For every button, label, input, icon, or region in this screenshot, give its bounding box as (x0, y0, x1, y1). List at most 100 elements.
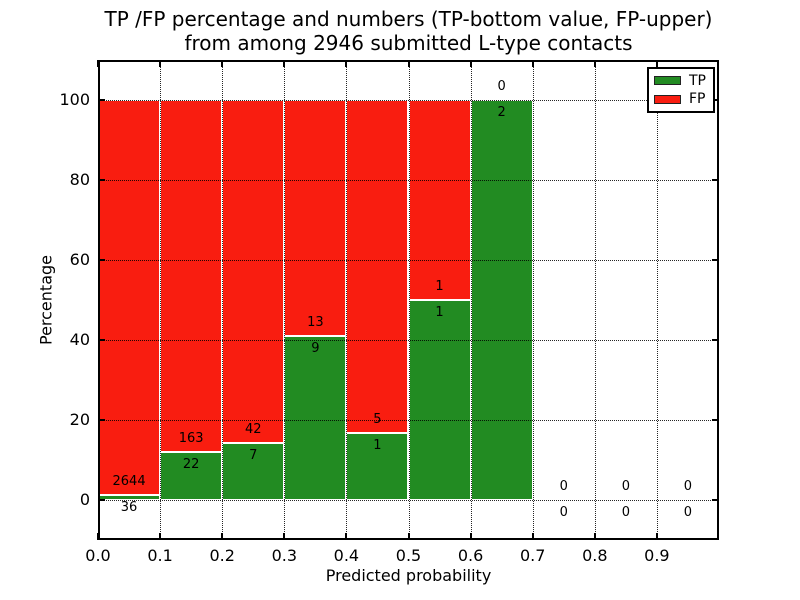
tp-count-label: 2 (497, 105, 506, 120)
fp-count-label: 0 (683, 479, 693, 494)
chart-title: TP /FP percentage and numbers (TP-bottom… (98, 7, 719, 55)
x-tick-bottom (593, 533, 596, 540)
bar-segment-fp (98, 100, 161, 495)
fp-count-label: 163 (178, 431, 204, 447)
x-tick-bottom (159, 533, 162, 540)
fp-count-label: 2644 (112, 473, 146, 489)
x-tick-bottom (655, 533, 658, 540)
y-tick-label: 80 (69, 170, 90, 189)
x-gridline (594, 60, 596, 540)
x-tick-bottom (469, 533, 472, 540)
y-tick-right (712, 499, 719, 501)
x-tick-label: 0.9 (644, 546, 670, 565)
x-tick-label: 0.1 (147, 546, 173, 565)
bar-segment-tp (284, 336, 347, 500)
x-gridline (656, 60, 658, 540)
bar-segment-fp (284, 100, 347, 337)
y-tick-label: 60 (69, 250, 90, 269)
y-tick-label: 40 (69, 330, 90, 349)
y-tick-right (712, 419, 719, 421)
x-tick-top (97, 60, 99, 67)
legend-label: FP (689, 91, 706, 108)
x-tick-top (593, 60, 596, 67)
bar-segment-fp (408, 100, 471, 300)
fp-count-label: 13 (307, 315, 324, 331)
x-gridline (470, 60, 472, 540)
legend-row: TP (654, 74, 713, 88)
x-tick-top (159, 60, 162, 67)
x-tick-top (469, 60, 472, 67)
y-tick-label: 20 (69, 410, 90, 429)
x-tick-top (345, 60, 348, 67)
y-tick-left (98, 419, 105, 421)
y-tick-right (712, 179, 719, 181)
bar-segment-tp (346, 433, 409, 500)
x-tick-bottom (407, 533, 410, 540)
y-tick-label: 100 (59, 90, 90, 109)
x-gridline (532, 60, 534, 540)
bar-segment-tp (408, 300, 471, 500)
legend-row: FP (654, 92, 713, 106)
tp-count-label: 36 (120, 499, 138, 515)
chart-title-line2: from among 2946 submitted L-type contact… (184, 31, 633, 55)
x-tick-label: 0.6 (457, 546, 484, 565)
x-axis-label: Predicted probability (325, 566, 492, 585)
x-tick-bottom (283, 533, 286, 540)
bar-segment-fp (346, 100, 409, 434)
x-tick-top (407, 60, 410, 67)
x-tick-label: 0.4 (333, 546, 360, 565)
x-gridline (346, 60, 348, 540)
y-tick-right (712, 259, 719, 261)
x-tick-bottom (531, 533, 534, 540)
fp-count-label: 0 (559, 479, 568, 494)
x-tick-top (283, 60, 286, 67)
x-tick-top (655, 60, 658, 67)
chart-title-line1: TP /FP percentage and numbers (TP-bottom… (104, 7, 713, 31)
tp-count-label: 1 (435, 305, 444, 320)
x-tick-bottom (345, 533, 348, 540)
legend-swatch-tp-icon (654, 76, 681, 86)
tp-count-label: 1 (373, 438, 382, 454)
x-tick-top (221, 60, 224, 67)
y-tick-left (98, 499, 105, 501)
tp-count-label: 9 (311, 341, 320, 357)
x-tick-bottom (221, 533, 224, 540)
fp-count-label: 0 (497, 79, 506, 94)
x-tick-bottom (97, 533, 99, 540)
fp-count-label: 42 (244, 421, 262, 437)
x-tick-label: 0.7 (519, 546, 546, 565)
plot-area: TP FP 2644 36 163 22 42 7 13 9 5 1 1 1 0 2 0 0 0 0 0 0 (97, 60, 719, 540)
x-gridline (284, 60, 286, 540)
tp-count-label: 22 (182, 457, 200, 473)
bar-segment-fp (160, 100, 223, 453)
y-tick-left (98, 179, 105, 181)
x-tick-label: 0.0 (85, 546, 111, 565)
y-tick-right (712, 99, 719, 101)
bar-segment-tp (470, 100, 533, 500)
y-tick-label: 0 (79, 490, 90, 509)
y-tick-left (98, 99, 105, 101)
y-tick-left (98, 259, 105, 261)
x-tick-label: 0.8 (582, 546, 608, 565)
fp-count-label: 1 (435, 279, 444, 294)
y-tick-right (712, 339, 719, 341)
x-tick-top (531, 60, 534, 67)
bar-segment-tp (222, 442, 285, 500)
x-tick-label: 0.2 (209, 546, 235, 565)
tp-count-label: 0 (621, 505, 630, 520)
fp-count-label: 5 (373, 412, 382, 428)
tp-count-label: 0 (559, 505, 568, 520)
legend-label: TP (689, 72, 706, 89)
y-tick-left (98, 339, 105, 341)
x-gridline (160, 60, 162, 540)
x-tick-label: 0.3 (271, 546, 298, 565)
bar-segment-fp (222, 100, 285, 443)
legend-swatch-fp-icon (654, 94, 681, 104)
legend: TP FP (647, 67, 715, 113)
tp-count-label: 0 (683, 505, 693, 520)
x-tick-label: 0.5 (395, 546, 422, 565)
x-gridline (222, 60, 224, 540)
tp-count-label: 7 (249, 447, 258, 463)
fp-count-label: 0 (621, 479, 630, 494)
